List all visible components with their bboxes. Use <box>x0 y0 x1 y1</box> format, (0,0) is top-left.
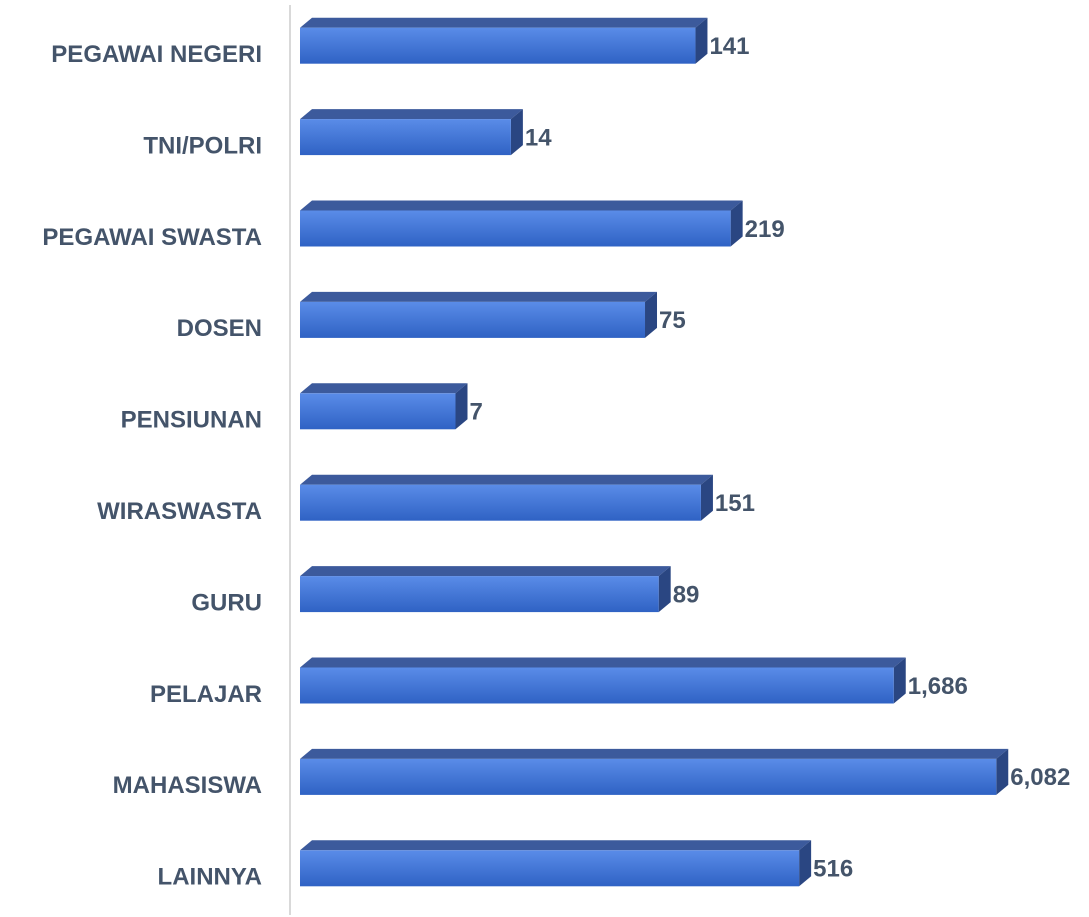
bar <box>300 27 696 64</box>
y-tick-label: PENSIUNAN <box>121 407 262 434</box>
bar-top <box>300 748 1009 759</box>
y-tick-label: PELAJAR <box>150 681 262 708</box>
y-tick-label: PEGAWAI SWASTA <box>42 224 262 251</box>
bar-top <box>300 383 468 394</box>
bar-top <box>300 291 658 302</box>
value-label: 7 <box>469 399 482 426</box>
bar-side <box>799 840 812 887</box>
y-tick-label: MAHASISWA <box>113 772 262 799</box>
bar-top <box>300 200 743 211</box>
bar <box>300 301 646 338</box>
bar <box>300 484 701 521</box>
bar <box>300 576 659 613</box>
bar <box>300 758 997 795</box>
bar <box>300 850 800 887</box>
bar-side <box>510 109 523 156</box>
bar-top <box>300 840 812 851</box>
value-label: 219 <box>745 216 785 243</box>
value-label: 151 <box>715 490 755 517</box>
bar <box>300 393 456 430</box>
bar <box>300 667 894 704</box>
bar-side <box>996 748 1009 795</box>
bar-top <box>300 566 671 577</box>
value-label: 75 <box>659 307 686 334</box>
bar-top <box>300 109 523 120</box>
bar <box>300 210 731 247</box>
value-label: 14 <box>525 124 552 151</box>
bar-side <box>455 383 468 430</box>
bar-side <box>700 474 713 521</box>
bar-top <box>300 17 708 28</box>
value-label: 1,686 <box>908 673 968 700</box>
y-tick-label: GURU <box>191 589 262 616</box>
bar <box>300 119 511 156</box>
bar-top <box>300 474 713 485</box>
y-tick-label: TNI/POLRI <box>143 132 262 159</box>
bar-side <box>658 566 671 613</box>
value-label: 6,082 <box>1010 764 1070 791</box>
value-label: 141 <box>709 33 749 60</box>
bar-side <box>695 17 708 64</box>
value-label: 516 <box>813 856 853 883</box>
y-tick-label: LAINNYA <box>158 864 262 891</box>
y-tick-label: PEGAWAI NEGERI <box>51 41 262 68</box>
bar-side <box>645 291 658 338</box>
y-tick-label: DOSEN <box>177 315 262 342</box>
bar-top <box>300 657 906 668</box>
y-tick-label: WIRASWASTA <box>97 498 262 525</box>
bar-side <box>730 200 743 247</box>
value-label: 89 <box>673 581 700 608</box>
bar-side <box>893 657 906 704</box>
